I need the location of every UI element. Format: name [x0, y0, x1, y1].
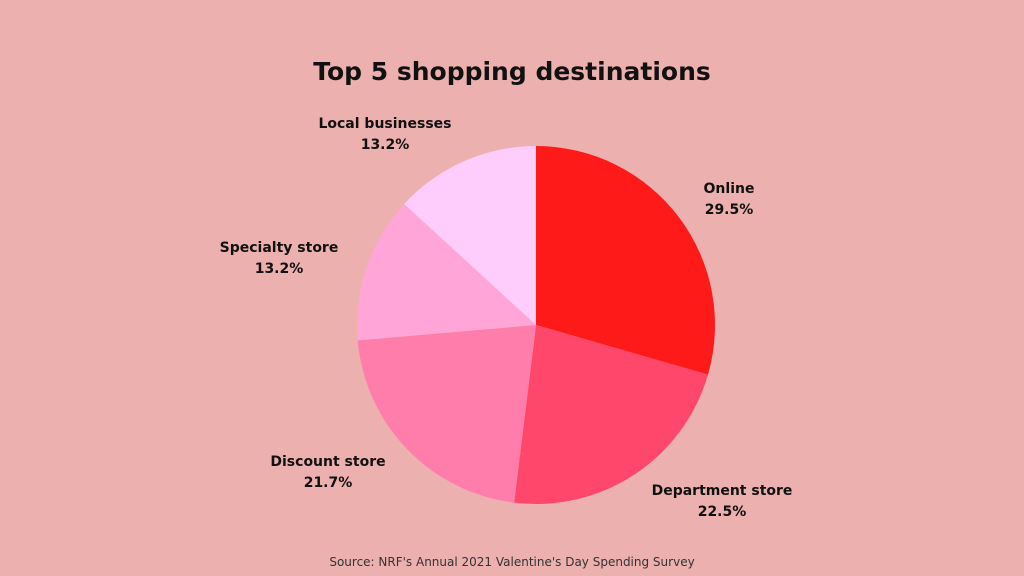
source-note: Source: NRF's Annual 2021 Valentine's Da… — [329, 555, 694, 569]
slice-label-department-store: Department store — [652, 483, 793, 499]
chart-title: Top 5 shopping destinations — [313, 57, 711, 86]
slice-label-discount-store: Discount store — [270, 454, 385, 470]
pie-slice-online — [536, 146, 715, 375]
slice-value-specialty-store: 13.2% — [255, 261, 304, 277]
slice-value-discount-store: 21.7% — [304, 475, 353, 491]
slice-label-local-businesses: Local businesses — [318, 116, 451, 132]
pie-slices — [357, 146, 715, 504]
pie-slice-discount-store — [357, 325, 536, 503]
slice-labels: Online 29.5% Department store 22.5% Discount… — [220, 116, 793, 520]
slice-label-online: Online — [704, 181, 755, 197]
slice-value-local-businesses: 13.2% — [361, 137, 410, 153]
pie-slice-specialty-store — [357, 204, 536, 341]
pie-slice-local-businesses — [404, 146, 536, 325]
slice-label-specialty-store: Specialty store — [220, 240, 339, 256]
slice-value-department-store: 22.5% — [698, 504, 747, 520]
pie-slice-department-store — [514, 325, 708, 504]
slice-value-online: 29.5% — [705, 202, 754, 218]
